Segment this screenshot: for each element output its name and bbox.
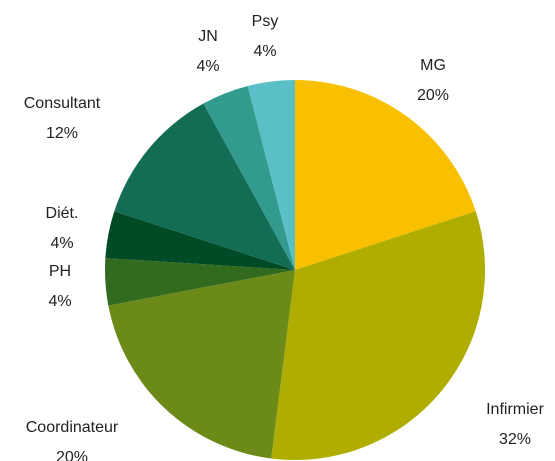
slice-value: 4% xyxy=(48,293,71,310)
slice-value: 12% xyxy=(46,125,78,142)
slice-label: Coordinateur xyxy=(26,419,119,436)
slice-label: MG xyxy=(420,57,446,74)
pie-slice xyxy=(105,211,295,270)
slice-label: Diét. xyxy=(46,205,79,222)
pie-slice xyxy=(203,85,295,270)
slice-value: 4% xyxy=(196,58,219,75)
pie-slice xyxy=(271,211,486,461)
slice-label: Consultant xyxy=(24,95,101,112)
pie-slice xyxy=(114,103,296,270)
pie-slice xyxy=(295,80,476,270)
slice-value: 32% xyxy=(499,431,531,448)
pie-slice xyxy=(108,270,296,459)
slice-label: JN xyxy=(198,28,218,45)
pie-slice xyxy=(105,258,296,306)
slice-label: Psy xyxy=(252,13,279,30)
slice-value: 4% xyxy=(50,235,73,252)
slice-value: 20% xyxy=(417,87,449,104)
slice-value: 20% xyxy=(56,449,88,461)
slice-label: Infirmier xyxy=(486,401,544,418)
slice-label: PH xyxy=(49,263,71,280)
slice-value: 4% xyxy=(253,43,276,60)
pie-slice xyxy=(247,80,295,270)
